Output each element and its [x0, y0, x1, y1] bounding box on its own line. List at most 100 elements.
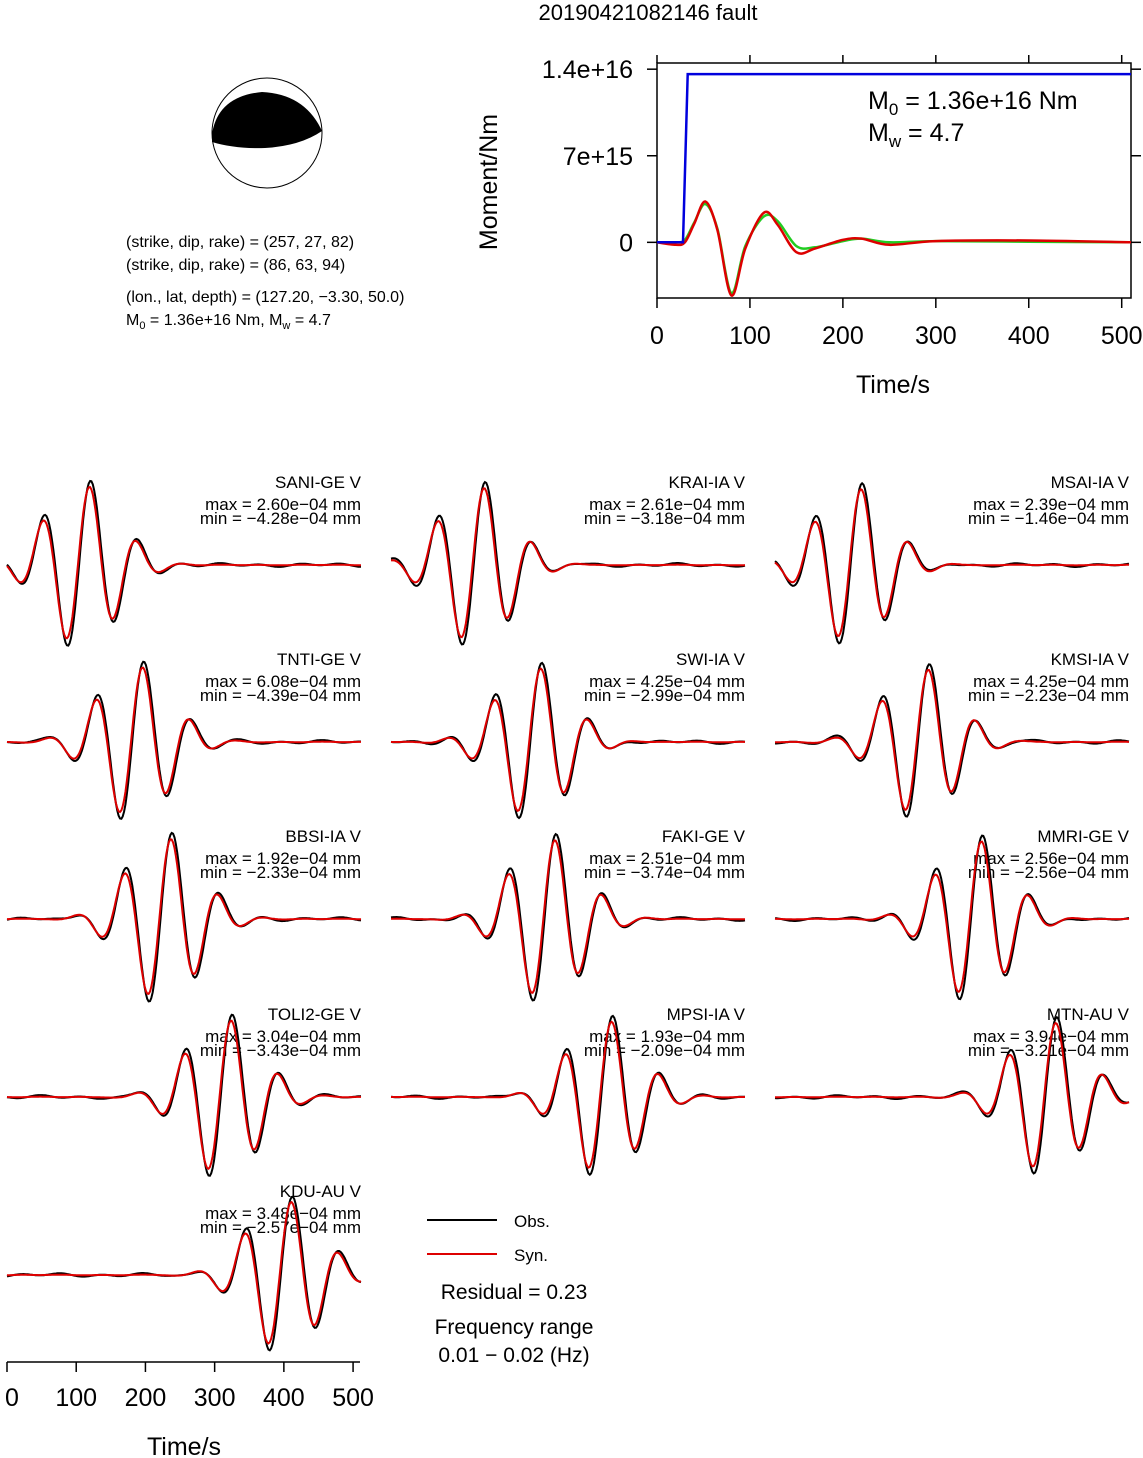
station-min: min = −2.56e−04 mm — [968, 863, 1129, 882]
m0-annotation: M0 = 1.36e+16 Nm — [868, 87, 1078, 119]
location-line: (lon., lat, depth) = (127.20, −3.30, 50.… — [126, 289, 404, 306]
moment-xtick-label: 100 — [729, 322, 771, 350]
synthetic-trace — [6, 1200, 361, 1345]
station-min: min = −4.39e−04 mm — [200, 686, 361, 705]
station-min: min = −4.28e−04 mm — [200, 509, 361, 528]
synthetic-trace — [6, 1019, 361, 1170]
mechanism-line-2: (strike, dip, rake) = (86, 63, 94) — [126, 257, 345, 274]
station-min: min = −2.23e−04 mm — [968, 686, 1129, 705]
synthetic-trace — [7, 838, 362, 996]
station-name: BBSI-IA V — [285, 827, 361, 846]
station-max: max = 2.39e−04 mm — [973, 495, 1129, 514]
synthetic-trace — [7, 666, 361, 814]
freq-range-label: Frequency range — [435, 1316, 594, 1339]
legend-obs-label: Obs. — [514, 1212, 550, 1231]
station-max: max = 2.60e−04 mm — [205, 495, 361, 514]
synthetic-trace — [774, 487, 1129, 638]
station-min: min = −2.33e−04 mm — [200, 863, 361, 882]
mechanism-text: (strike, dip, rake) = (257, 27, 82) (str… — [126, 234, 404, 332]
synthetic-trace — [391, 839, 745, 994]
synthetic-trace — [390, 487, 746, 639]
moment-xtick-label: 0 — [650, 322, 664, 350]
time-axis: 0 100 200 300 400 500 Time/s — [5, 1361, 374, 1458]
figure-title: 20190421082146 fault — [539, 0, 758, 25]
mw-annotation: Mw = 4.7 — [868, 119, 964, 151]
observed-trace — [390, 832, 746, 1002]
station-min: min = −1.46e−04 mm — [968, 509, 1129, 528]
time-xtick-label: 500 — [332, 1384, 374, 1412]
station-name: KMSI-IA V — [1051, 650, 1130, 669]
station-max: max = 3.04e−04 mm — [205, 1027, 361, 1046]
station-max: max = 4.25e−04 mm — [973, 672, 1129, 691]
legend: Obs. Syn. Residual = 0.23 Frequency rang… — [427, 1212, 593, 1367]
station-name: MSAI-IA V — [1051, 473, 1130, 492]
synthetic-trace — [391, 1020, 745, 1169]
station-name: SANI-GE V — [275, 473, 362, 492]
moment-plot-frame — [656, 62, 1132, 299]
station-name: SWI-IA V — [676, 650, 746, 669]
moment-xlabel: Time/s — [856, 371, 930, 399]
moment-ytick-label: 0 — [619, 229, 633, 257]
moment-xtick-label: 200 — [822, 322, 864, 350]
moment-line: M0 = 1.36e+16 Nm, Mw = 4.7 — [126, 312, 331, 332]
station-name: MPSI-IA V — [667, 1005, 746, 1024]
station-name: KRAI-IA V — [668, 473, 745, 492]
moment-series-moment — [657, 72, 1131, 244]
station-max: max = 1.93e−04 mm — [589, 1027, 745, 1046]
moment-y-ticks: 1.4e+16 7e+15 0 — [542, 56, 1141, 257]
station-max: max = 2.61e−04 mm — [589, 495, 745, 514]
synthetic-trace — [775, 1021, 1130, 1168]
station-name: MTN-AU V — [1047, 1005, 1130, 1024]
moment-xtick-label: 300 — [915, 322, 957, 350]
mechanism-line-1: (strike, dip, rake) = (257, 27, 82) — [126, 234, 354, 251]
station-max: max = 6.08e−04 mm — [205, 672, 361, 691]
time-xtick-label: 100 — [55, 1384, 97, 1412]
moment-series-stf-green — [656, 202, 1132, 295]
station-min: min = −2.57e−04 mm — [200, 1218, 361, 1237]
time-xtick-label: 400 — [263, 1384, 305, 1412]
station-min: min = −2.09e−04 mm — [584, 1041, 745, 1060]
moment-xtick-label: 500 — [1101, 322, 1143, 350]
moment-ytick-label: 1.4e+16 — [542, 56, 633, 84]
synthetic-trace — [775, 668, 1129, 812]
beachball — [211, 77, 323, 189]
station-name: TOLI2-GE V — [268, 1005, 362, 1024]
station-min: min = −2.99e−04 mm — [584, 686, 745, 705]
station-max: max = 3.48e−04 mm — [205, 1204, 361, 1223]
moment-xtick-label: 400 — [1008, 322, 1050, 350]
freq-range-value: 0.01 − 0.02 (Hz) — [438, 1344, 589, 1367]
time-xtick-label: 200 — [125, 1384, 167, 1412]
station-name: TNTI-GE V — [277, 650, 362, 669]
synthetic-trace — [774, 840, 1130, 994]
time-xtick-label: 0 — [5, 1384, 19, 1412]
station-max: max = 2.51e−04 mm — [589, 849, 745, 868]
station-min: min = −3.74e−04 mm — [584, 863, 745, 882]
station-name: FAKI-GE V — [662, 827, 746, 846]
legend-syn-label: Syn. — [514, 1246, 548, 1265]
station-min: min = −3.18e−04 mm — [584, 509, 745, 528]
moment-ylabel: Moment/Nm — [475, 114, 503, 250]
moment-series-stf-red — [656, 200, 1132, 297]
station-max: max = 4.25e−04 mm — [589, 672, 745, 691]
time-axis-label: Time/s — [147, 1433, 221, 1458]
moment-x-ticks: 0 100 200 300 400 500 — [650, 55, 1143, 350]
station-name: MMRI-GE V — [1037, 827, 1129, 846]
moment-panel: 1.4e+16 7e+15 0 0 100 200 300 400 500 Moment/Nm… — [475, 55, 1143, 399]
station-name: KDU-AU V — [280, 1182, 362, 1201]
time-xtick-label: 300 — [194, 1384, 236, 1412]
